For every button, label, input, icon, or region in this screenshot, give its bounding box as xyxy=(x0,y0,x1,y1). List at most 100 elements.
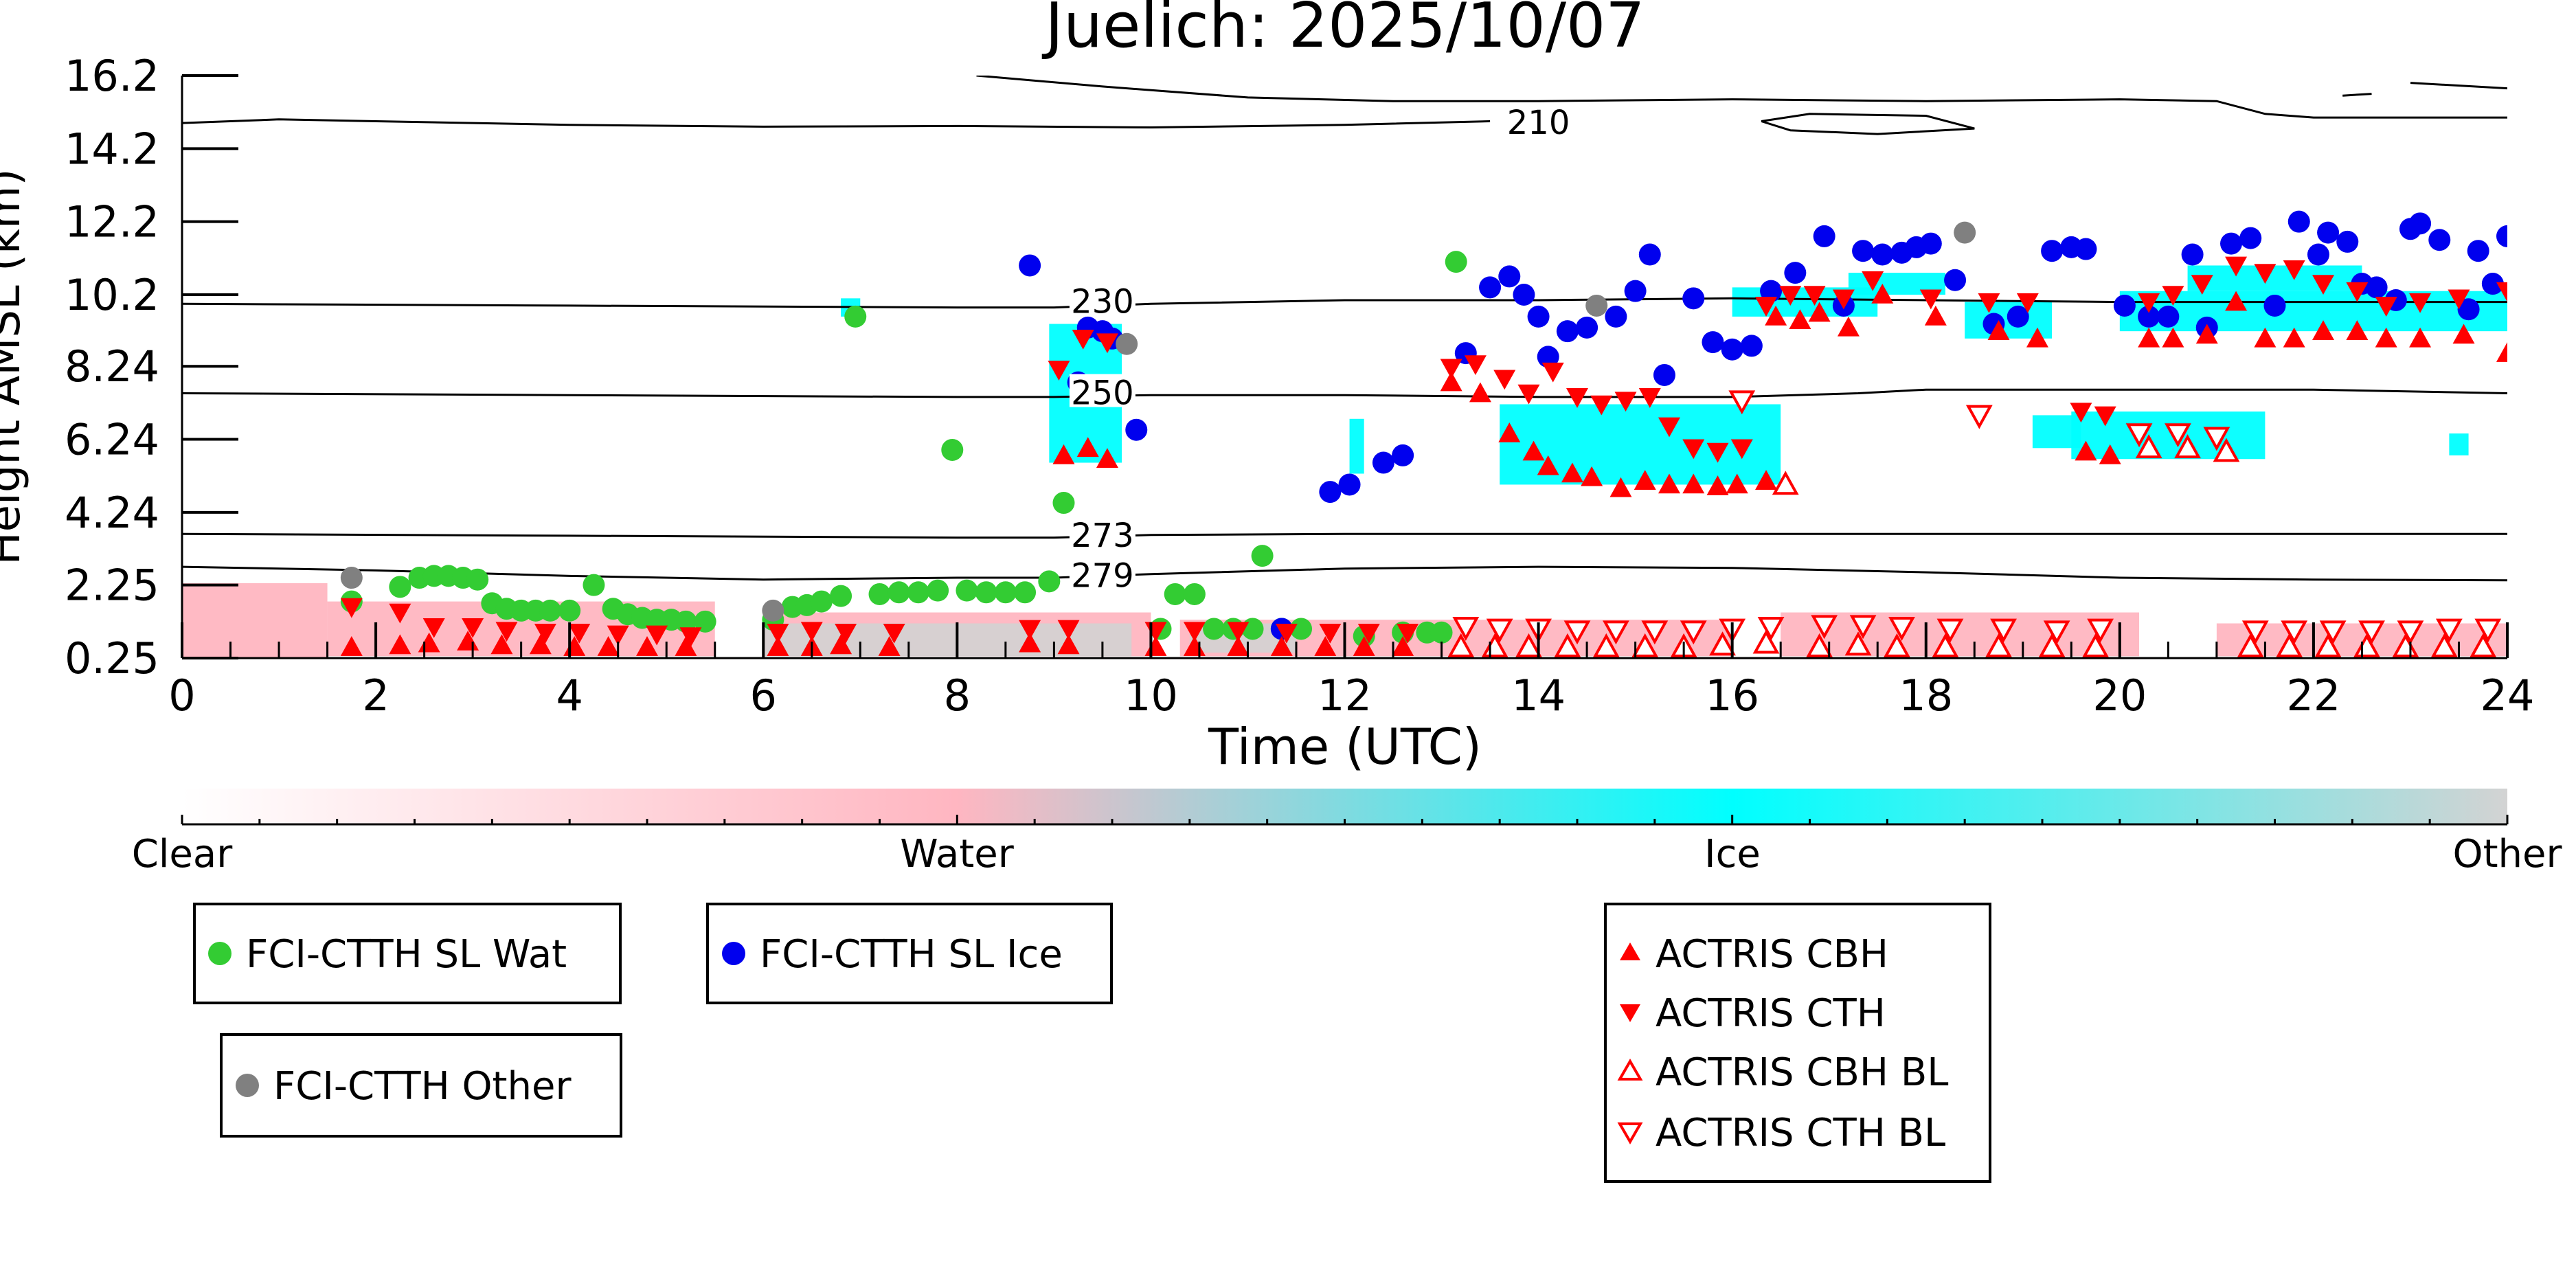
temperature-contour-250 xyxy=(182,388,2507,398)
point-actris-cth xyxy=(2496,282,2507,302)
legend-marker-ice xyxy=(722,942,745,965)
point-fci-ctth-sl-ice xyxy=(2467,240,2489,262)
point-actris-cth xyxy=(2346,282,2369,302)
point-actris-cbh xyxy=(1392,636,1414,656)
point-actris-cbh xyxy=(1498,422,1521,442)
point-actris-cth xyxy=(1057,620,1080,640)
point-fci-ctth-sl-ice xyxy=(1605,305,1627,328)
point-fci-ctth-sl-ice xyxy=(2496,225,2507,247)
point-fci-ctth-sl-wat xyxy=(1290,618,1313,640)
point-actris-cth xyxy=(2162,286,2184,306)
colorbar-gradient xyxy=(182,789,2507,824)
point-fci-ctth-sl-ice xyxy=(1556,320,1579,343)
point-actris-cbh-bl xyxy=(2314,633,2342,657)
point-actris-cbh xyxy=(1871,283,1894,304)
point-fci-ctth-sl-ice xyxy=(1513,283,1535,306)
point-actris-cbh xyxy=(1469,382,1491,403)
point-fci-ctth-sl-wat xyxy=(675,610,697,633)
point-fci-ctth-sl-wat xyxy=(907,581,929,604)
point-actris-cbh xyxy=(1924,305,1947,326)
point-fci-ctth-sl-wat xyxy=(941,438,964,461)
legend-label-wat: FCI-CTTH SL Wat xyxy=(246,932,567,977)
point-actris-cbh xyxy=(1726,473,1748,494)
point-fci-ctth-sl-ice xyxy=(1624,280,1647,302)
legend-label-cbh: ACTRIS CBH xyxy=(1656,932,1888,977)
point-actris-cth-bl xyxy=(2165,423,2191,448)
point-actris-cbh xyxy=(1581,466,1603,486)
chart-title: Juelich: 2025/10/07 xyxy=(1041,0,1645,62)
x-tick-label: 12 xyxy=(1318,670,1372,721)
point-actris-cbh xyxy=(1755,470,1778,490)
point-actris-cbh xyxy=(1789,309,1811,330)
point-actris-cth xyxy=(2283,260,2305,280)
point-fci-ctth-sl-ice xyxy=(1498,265,1521,288)
point-fci-ctth-sl-ice xyxy=(1702,331,1724,354)
point-fci-ctth-sl-ice xyxy=(2545,225,2567,247)
point-actris-cth xyxy=(1682,439,1705,460)
point-actris-cth xyxy=(1072,329,1094,350)
point-actris-cbh xyxy=(529,634,552,655)
point-actris-cth xyxy=(646,625,668,646)
contour-label-273: 273 xyxy=(1071,517,1134,555)
point-actris-cbh xyxy=(1052,444,1075,464)
point-actris-cth xyxy=(1779,286,1802,306)
retrieval-marker-layer xyxy=(340,210,2567,657)
point-actris-cbh-bl xyxy=(1985,633,2012,657)
point-fci-ctth-sl-ice xyxy=(1919,232,1942,255)
point-fci-ctth-sl-wat xyxy=(1251,545,1274,567)
point-fci-ctth-sl-wat xyxy=(539,599,561,622)
point-actris-cth xyxy=(340,598,363,618)
point-actris-cbh xyxy=(490,634,513,655)
point-actris-cth xyxy=(1590,395,1613,416)
point-fci-ctth-sl-wat xyxy=(1203,618,1225,640)
x-tick-label: 22 xyxy=(2286,670,2340,721)
point-actris-cbh xyxy=(389,634,411,655)
point-actris-cbh-bl xyxy=(1515,633,1542,657)
point-actris-cth xyxy=(2070,403,2092,423)
point-actris-cbh-bl xyxy=(1844,631,1872,656)
point-fci-ctth-other xyxy=(1585,294,1608,317)
point-actris-cth-bl xyxy=(1936,618,1964,643)
point-actris-cth-bl xyxy=(2397,620,2424,645)
point-actris-cbh xyxy=(2162,327,2184,348)
point-actris-cth-bl xyxy=(1849,615,1877,640)
point-actris-cth xyxy=(534,623,556,644)
point-actris-cth-bl xyxy=(2474,618,2502,643)
point-actris-cbh xyxy=(1808,302,1831,322)
point-actris-cth xyxy=(2448,289,2470,310)
point-actris-cth-bl xyxy=(1811,615,1838,640)
point-actris-cbh xyxy=(636,636,658,656)
point-fci-ctth-sl-ice xyxy=(2138,305,2160,328)
point-fci-ctth-sl-wat xyxy=(1164,583,1186,605)
point-fci-ctth-sl-ice xyxy=(1576,316,1598,339)
point-actris-cth-bl xyxy=(1452,617,1480,641)
point-actris-cth xyxy=(1832,289,1855,310)
cloudnet-classification-layer xyxy=(182,265,2507,658)
point-fci-ctth-sl-ice xyxy=(1372,451,1394,474)
point-fci-ctth-sl-wat xyxy=(466,568,489,591)
point-fci-ctth-sl-ice xyxy=(2511,218,2533,240)
point-actris-cth-bl xyxy=(1965,405,1993,429)
point-actris-cbh-bl xyxy=(2135,434,2162,459)
x-tick-label: 0 xyxy=(168,670,195,721)
point-fci-ctth-sl-ice xyxy=(2157,305,2180,328)
x-tick-label: 6 xyxy=(750,670,777,721)
x-tick-label: 20 xyxy=(2092,670,2147,721)
point-actris-cth xyxy=(2375,297,2397,317)
point-actris-cbh xyxy=(1537,455,1559,475)
point-actris-cth-bl xyxy=(2043,620,2070,645)
point-actris-cth xyxy=(2225,256,2248,277)
point-actris-cbh xyxy=(1987,320,2010,340)
point-actris-cth xyxy=(568,623,591,644)
point-fci-ctth-sl-ice xyxy=(2113,294,2136,317)
contour-label-230: 230 xyxy=(1071,283,1134,321)
point-fci-ctth-sl-wat xyxy=(389,576,411,598)
point-fci-ctth-sl-wat xyxy=(694,610,716,633)
plot-area xyxy=(182,76,2567,658)
point-actris-cbh-bl xyxy=(2430,633,2458,657)
point-actris-cth xyxy=(1566,388,1588,408)
point-actris-cth-bl xyxy=(1888,617,1915,641)
legend-label-cbh-bl: ACTRIS CBH BL xyxy=(1656,1050,1948,1095)
point-actris-cbh xyxy=(1270,636,1293,656)
point-actris-cth-bl xyxy=(1486,618,1513,643)
